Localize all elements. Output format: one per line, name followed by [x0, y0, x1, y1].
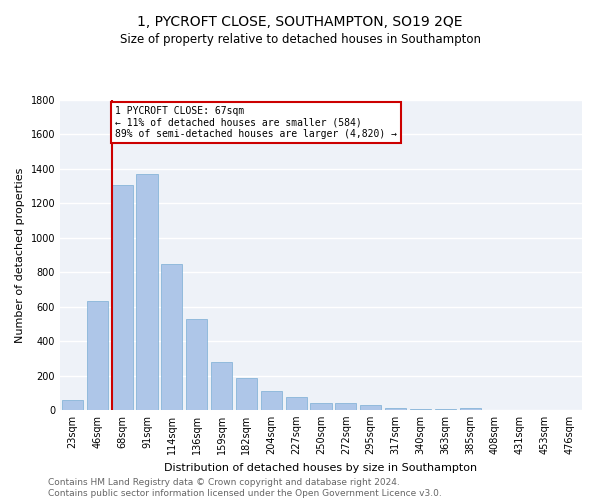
Bar [161, 264, 182, 410]
Bar [87, 300, 108, 410]
Text: 1, PYCROFT CLOSE, SOUTHAMPTON, SO19 2QE: 1, PYCROFT CLOSE, SOUTHAMPTON, SO19 2QE [137, 15, 463, 29]
Bar [211, 362, 232, 410]
Bar [136, 174, 158, 410]
Bar [261, 391, 282, 410]
Text: Size of property relative to detached houses in Southampton: Size of property relative to detached ho… [119, 32, 481, 46]
Bar [112, 185, 133, 410]
Bar [186, 318, 207, 410]
Bar [360, 405, 381, 410]
Y-axis label: Number of detached properties: Number of detached properties [15, 168, 25, 342]
Bar [236, 378, 257, 410]
Bar [310, 403, 332, 410]
Bar [286, 397, 307, 410]
Bar [62, 400, 83, 410]
Bar [460, 408, 481, 410]
Bar [385, 408, 406, 410]
X-axis label: Distribution of detached houses by size in Southampton: Distribution of detached houses by size … [164, 462, 478, 472]
Bar [410, 409, 431, 410]
Bar [335, 404, 356, 410]
Text: 1 PYCROFT CLOSE: 67sqm
← 11% of detached houses are smaller (584)
89% of semi-de: 1 PYCROFT CLOSE: 67sqm ← 11% of detached… [115, 106, 397, 140]
Text: Contains HM Land Registry data © Crown copyright and database right 2024.
Contai: Contains HM Land Registry data © Crown c… [48, 478, 442, 498]
